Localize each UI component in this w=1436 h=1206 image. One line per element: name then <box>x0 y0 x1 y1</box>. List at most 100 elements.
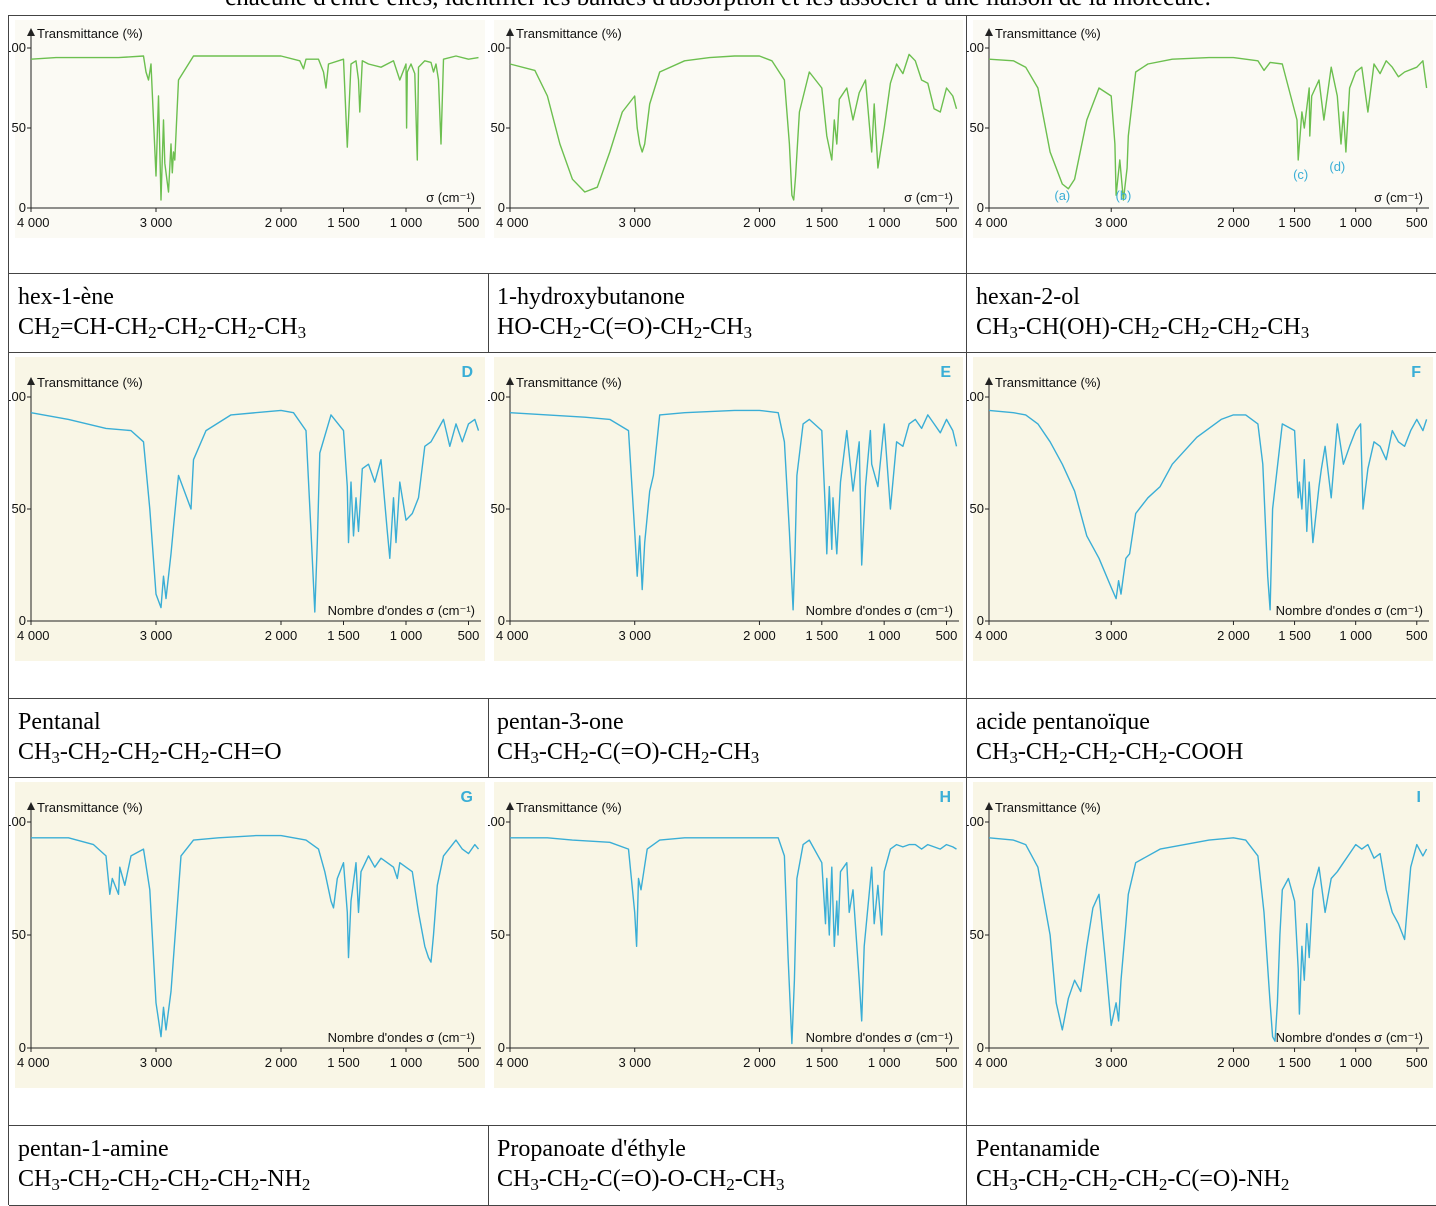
y-tick-label: 100 <box>967 40 984 55</box>
compound-cell-E: pentan-3-one CH3-CH2-C(=O)-CH2-CH3 <box>488 699 967 778</box>
x-tick-label: 3 000 <box>618 215 651 230</box>
compound-formula: HO-CH2-C(=O)-CH2-CH3 <box>497 312 966 342</box>
x-tick-label: 3 000 <box>140 628 173 643</box>
x-tick-label: 2 000 <box>265 1055 298 1070</box>
y-tick-label: 100 <box>967 814 984 829</box>
y-tick-label: 50 <box>12 120 26 135</box>
compound-formula: CH3-CH2-CH2-CH2-C(=O)-NH2 <box>976 1164 1436 1194</box>
compound-formula: CH3-CH2-CH2-CH2-COOH <box>976 737 1436 767</box>
spectrum-letter: E <box>940 364 951 381</box>
y-axis-title: Transmittance (%) <box>995 800 1101 815</box>
x-axis-title: Nombre d'ondes σ (cm⁻¹) <box>806 1030 953 1045</box>
compound-name: acide pentanoïque <box>976 707 1436 737</box>
compound-cell-C: hexan-2-ol CH3-CH(OH)-CH2-CH2-CH2-CH3 <box>967 274 1436 353</box>
x-tick-label: 1 000 <box>1339 1055 1372 1070</box>
x-tick-label: 1 000 <box>1339 628 1372 643</box>
x-tick-label: 500 <box>1406 1055 1428 1070</box>
ir-spectrum-B: 0501004 0003 0002 0001 5001 000500Transm… <box>488 16 967 274</box>
x-tick-label: 3 000 <box>1095 215 1128 230</box>
y-tick-label: 50 <box>12 501 26 516</box>
x-tick-label: 1 000 <box>868 215 901 230</box>
spectrum-background <box>15 20 485 238</box>
x-tick-label: 2 000 <box>743 215 776 230</box>
x-tick-label: 3 000 <box>618 1055 651 1070</box>
ir-spectrum-G: 0 50 100 4 000 3 000 2 000 1 500 1 000 500 Transm… <box>9 778 489 1126</box>
y-tick-label: 50 <box>970 927 984 942</box>
spectrum-letter: I <box>1417 789 1421 806</box>
x-tick-label: 1 000 <box>390 628 423 643</box>
y-tick-label: 0 <box>19 1040 26 1055</box>
y-tick-label: 100 <box>488 389 505 404</box>
x-tick-label: 2 000 <box>1217 1055 1250 1070</box>
y-axis-title: Transmittance (%) <box>37 375 143 390</box>
spectrum-letter: G <box>461 789 473 806</box>
y-tick-label: 50 <box>491 927 505 942</box>
x-tick-label: 3 000 <box>1095 628 1128 643</box>
y-axis-title: Transmittance (%) <box>995 375 1101 390</box>
spectrum-background <box>973 20 1433 238</box>
compound-name: pentan-3-one <box>497 707 966 737</box>
x-axis-title: σ (cm⁻¹) <box>1374 190 1423 205</box>
y-tick-label: 100 <box>9 814 26 829</box>
x-tick-label: 500 <box>1406 628 1428 643</box>
y-tick-label: 0 <box>977 1040 984 1055</box>
peak-label: (b) <box>1115 188 1131 203</box>
y-axis-title: Transmittance (%) <box>995 26 1101 41</box>
spectrum-cell-E: 0 50 100 4 000 3 000 2 000 1 500 1 000 500 Transm… <box>488 353 967 699</box>
x-tick-label: 1 500 <box>327 215 360 230</box>
ir-spectrum-I: 0501004 0003 0002 0001 5001 000500Transm… <box>967 778 1436 1126</box>
compound-formula: CH3-CH2-CH2-CH2-CH2-NH2 <box>18 1164 488 1194</box>
x-axis-title: Nombre d'ondes σ (cm⁻¹) <box>328 1030 475 1045</box>
compound-formula: CH2=CH-CH2-CH2-CH2-CH3 <box>18 312 488 342</box>
spectrum-letter: F <box>1411 364 1421 381</box>
x-tick-label: 4 000 <box>17 215 50 230</box>
y-tick-label: 50 <box>12 927 26 942</box>
spectrum-cell-B: 0 50 100 4 000 3 000 2 000 1 500 1 000 500 Transm… <box>488 16 967 274</box>
spectrum-cell-C: 0501004 0003 0002 0001 5001 000500Transm… <box>967 16 1436 274</box>
x-tick-label: 2 000 <box>265 215 298 230</box>
x-tick-label: 1 000 <box>868 628 901 643</box>
x-tick-label: 4 000 <box>975 628 1008 643</box>
x-tick-label: 1 000 <box>390 1055 423 1070</box>
y-tick-label: 50 <box>491 120 505 135</box>
compound-cell-I: Pentanamide CH3-CH2-CH2-CH2-C(=O)-NH2 <box>967 1126 1436 1206</box>
x-tick-label: 4 000 <box>496 628 529 643</box>
x-axis-title: Nombre d'ondes σ (cm⁻¹) <box>328 603 475 618</box>
peak-label: (d) <box>1329 159 1345 174</box>
compound-cell-H: Propanoate d'éthyle CH3-CH2-C(=O)-O-CH2-C… <box>488 1126 967 1206</box>
x-tick-label: 3 000 <box>140 215 173 230</box>
ir-spectrum-H: 0 50 100 4 000 3 000 2 000 1 500 1 000 500 Transm… <box>488 778 967 1126</box>
compound-name: hex-1-ène <box>18 282 488 312</box>
x-tick-label: 4 000 <box>17 628 50 643</box>
y-tick-label: 100 <box>488 814 505 829</box>
x-tick-label: 4 000 <box>496 215 529 230</box>
compound-name: Pentanamide <box>976 1134 1436 1164</box>
compound-cell-D: Pentanal CH3-CH2-CH2-CH2-CH=O <box>9 699 489 778</box>
spectrum-letter: H <box>939 789 951 806</box>
y-axis-title: Transmittance (%) <box>516 26 622 41</box>
x-tick-label: 500 <box>936 1055 958 1070</box>
x-tick-label: 4 000 <box>975 215 1008 230</box>
x-tick-label: 1 500 <box>806 215 839 230</box>
x-tick-label: 500 <box>458 1055 480 1070</box>
y-tick-label: 100 <box>9 40 26 55</box>
x-tick-label: 1 500 <box>806 1055 839 1070</box>
x-tick-label: 500 <box>936 628 958 643</box>
x-tick-label: 1 500 <box>327 628 360 643</box>
compound-cell-B: 1-hydroxybutanone HO-CH2-C(=O)-CH2-CH3 <box>488 274 967 353</box>
y-tick-label: 50 <box>970 501 984 516</box>
x-tick-label: 500 <box>1406 215 1428 230</box>
y-tick-label: 100 <box>967 389 984 404</box>
y-tick-label: 0 <box>19 200 26 215</box>
y-tick-label: 100 <box>488 40 505 55</box>
y-tick-label: 0 <box>19 613 26 628</box>
spectrum-letter: D <box>461 364 473 381</box>
compound-formula: CH3-CH2-CH2-CH2-CH=O <box>18 737 488 767</box>
x-tick-label: 1 500 <box>1278 1055 1311 1070</box>
compound-name: pentan-1-amine <box>18 1134 488 1164</box>
x-tick-label: 1 000 <box>1339 215 1372 230</box>
x-axis-title: Nombre d'ondes σ (cm⁻¹) <box>806 603 953 618</box>
x-tick-label: 4 000 <box>17 1055 50 1070</box>
x-tick-label: 2 000 <box>1217 628 1250 643</box>
